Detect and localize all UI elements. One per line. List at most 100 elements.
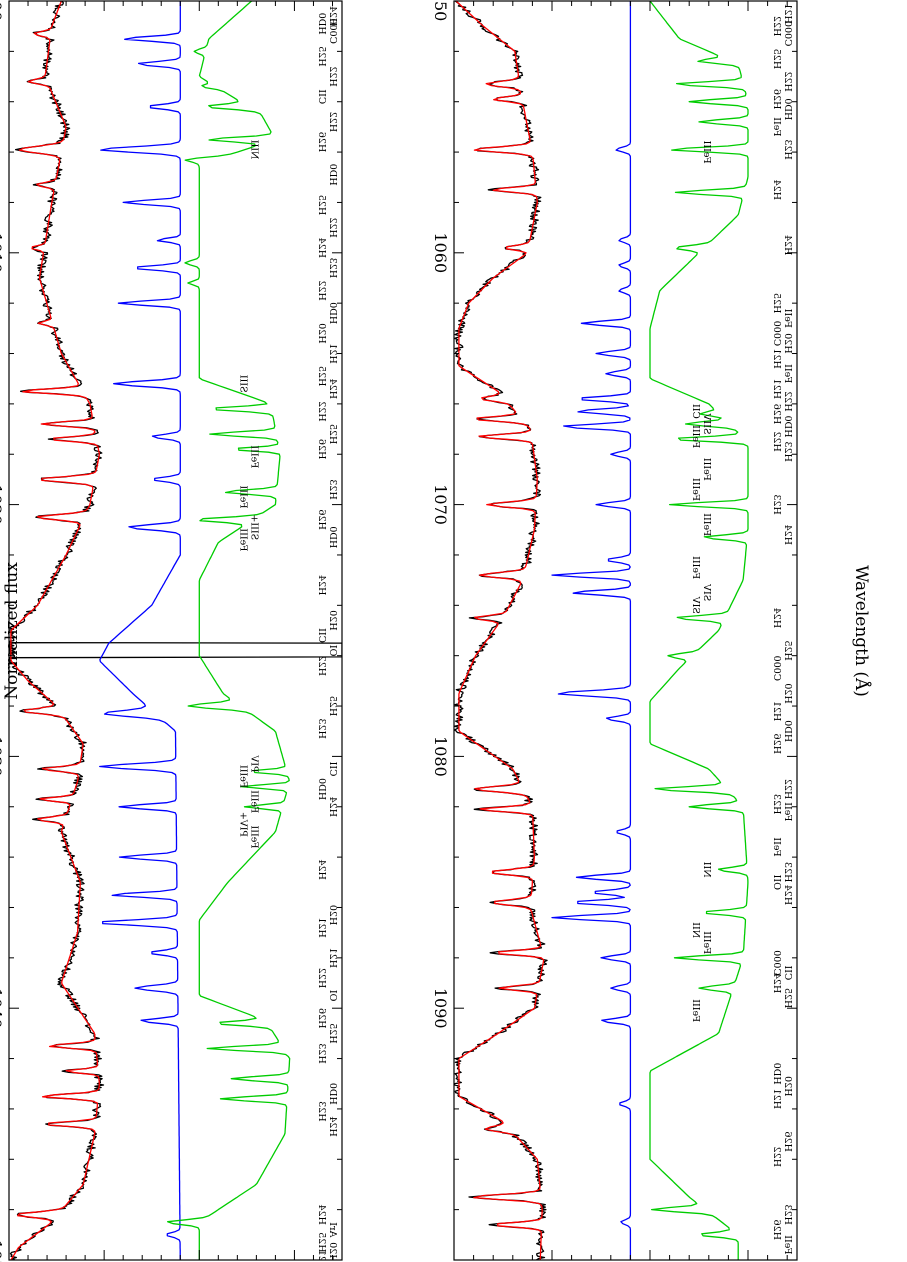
line-label: H23	[316, 719, 327, 739]
x-tick-label: 1070	[431, 484, 450, 525]
ion-label: FeIII	[249, 445, 260, 468]
line-label: H21	[782, 3, 793, 23]
line-label: OI	[327, 990, 338, 1002]
ion-label: PIV+	[238, 812, 249, 837]
ion-label: SIII+	[249, 514, 260, 540]
line-label: H23	[327, 258, 338, 278]
ion-label: NII	[690, 922, 701, 938]
line-label: H24	[316, 575, 327, 595]
line-label: C000	[771, 656, 782, 681]
line-label: CII	[316, 628, 327, 643]
line-label: H23	[782, 442, 793, 462]
line-label: H24	[782, 885, 793, 905]
ion-label: FeIII	[249, 825, 260, 848]
line-label: H24	[327, 797, 338, 817]
line-label: H25	[316, 195, 327, 215]
line-label: HD0	[327, 526, 338, 548]
line-label: H22	[327, 217, 338, 237]
ion-label: SIV	[701, 584, 712, 601]
line-label: H22	[771, 1147, 782, 1167]
line-label: H22	[327, 112, 338, 132]
line-label: HD0	[782, 98, 793, 120]
line-label: HD0	[327, 164, 338, 186]
line-label: H20	[327, 610, 338, 630]
line-label: HD0	[782, 416, 793, 438]
line-label: H20	[327, 905, 338, 925]
ion-label: FeIII	[238, 485, 249, 508]
line-label: C000	[782, 21, 793, 46]
line-label: FeII	[771, 837, 782, 856]
line-label: H22	[782, 391, 793, 411]
ion-label: NIII	[249, 140, 260, 160]
line-label: H24	[316, 238, 327, 258]
x-tick-label: 1000	[0, 0, 5, 21]
ion-label: FeIII	[690, 425, 701, 448]
line-label: HD0	[327, 1083, 338, 1105]
x-tick-label: 1020	[0, 484, 5, 525]
series-model-1	[10, 1, 101, 1260]
x-tick-label: 1080	[431, 736, 450, 777]
ion-label: FeIII	[249, 790, 260, 813]
line-label: H24	[771, 608, 782, 628]
x-tick-label: 1060	[431, 232, 450, 273]
line-label: OII	[771, 874, 782, 890]
series-observed-0	[454, 1, 548, 1260]
line-label: H23	[782, 139, 793, 159]
line-label: H21	[771, 1089, 782, 1109]
line-label: H23	[327, 479, 338, 499]
line-label: H25	[327, 1023, 338, 1043]
x-tick-label: 1030	[0, 736, 5, 777]
line-label: H23	[782, 1205, 793, 1225]
line-label: C000	[327, 18, 338, 43]
ion-label: SIV	[690, 597, 701, 614]
ion-label: PIV	[249, 755, 260, 772]
line-label: H22	[316, 656, 327, 676]
line-label: H22	[327, 66, 338, 86]
line-label: H25	[771, 49, 782, 69]
line-label: H25	[327, 424, 338, 444]
series-model-3	[649, 1, 749, 1260]
x-tick-label: 1050	[431, 0, 450, 21]
line-label: H26	[782, 1132, 793, 1152]
ion-label: FeIII	[238, 765, 249, 788]
line-label: H24	[327, 379, 338, 399]
x-tick-label: 1040	[0, 988, 5, 1029]
line-label: H24	[327, 6, 338, 26]
line-label: H26	[316, 1008, 327, 1028]
line-label: H25	[771, 293, 782, 313]
line-label: CII	[327, 761, 338, 776]
line-label: HD0	[316, 778, 327, 800]
line-label: H23	[316, 1043, 327, 1063]
ion-label: FeIII	[690, 478, 701, 501]
line-label: H22	[316, 401, 327, 421]
ion-label: NII	[701, 862, 712, 878]
line-label: FeII	[782, 1235, 793, 1254]
ion-label: SIII	[238, 375, 249, 393]
line-label: H20	[316, 323, 327, 343]
line-label: H22	[782, 779, 793, 799]
line-label: H26	[771, 1220, 782, 1240]
line-label: H23	[782, 862, 793, 882]
line-label: H21	[327, 948, 338, 968]
line-label: H25	[327, 696, 338, 716]
line-label: OI	[327, 645, 338, 657]
line-label: H21	[771, 701, 782, 721]
line-label: C000	[771, 950, 782, 975]
series-model-2	[551, 1, 632, 1260]
line-label: H21	[316, 917, 327, 937]
ion-label: FeIII	[701, 513, 712, 536]
plot-frame	[8, 0, 343, 1261]
series-model-2	[99, 1, 181, 1260]
line-label: HD0	[771, 1063, 782, 1085]
line-label: CII	[782, 965, 793, 980]
line-label: H20	[782, 1076, 793, 1096]
line-label: H26	[771, 89, 782, 109]
line-label: H20	[327, 1242, 338, 1262]
line-label: H24	[316, 860, 327, 880]
line-label: CII	[316, 89, 327, 104]
